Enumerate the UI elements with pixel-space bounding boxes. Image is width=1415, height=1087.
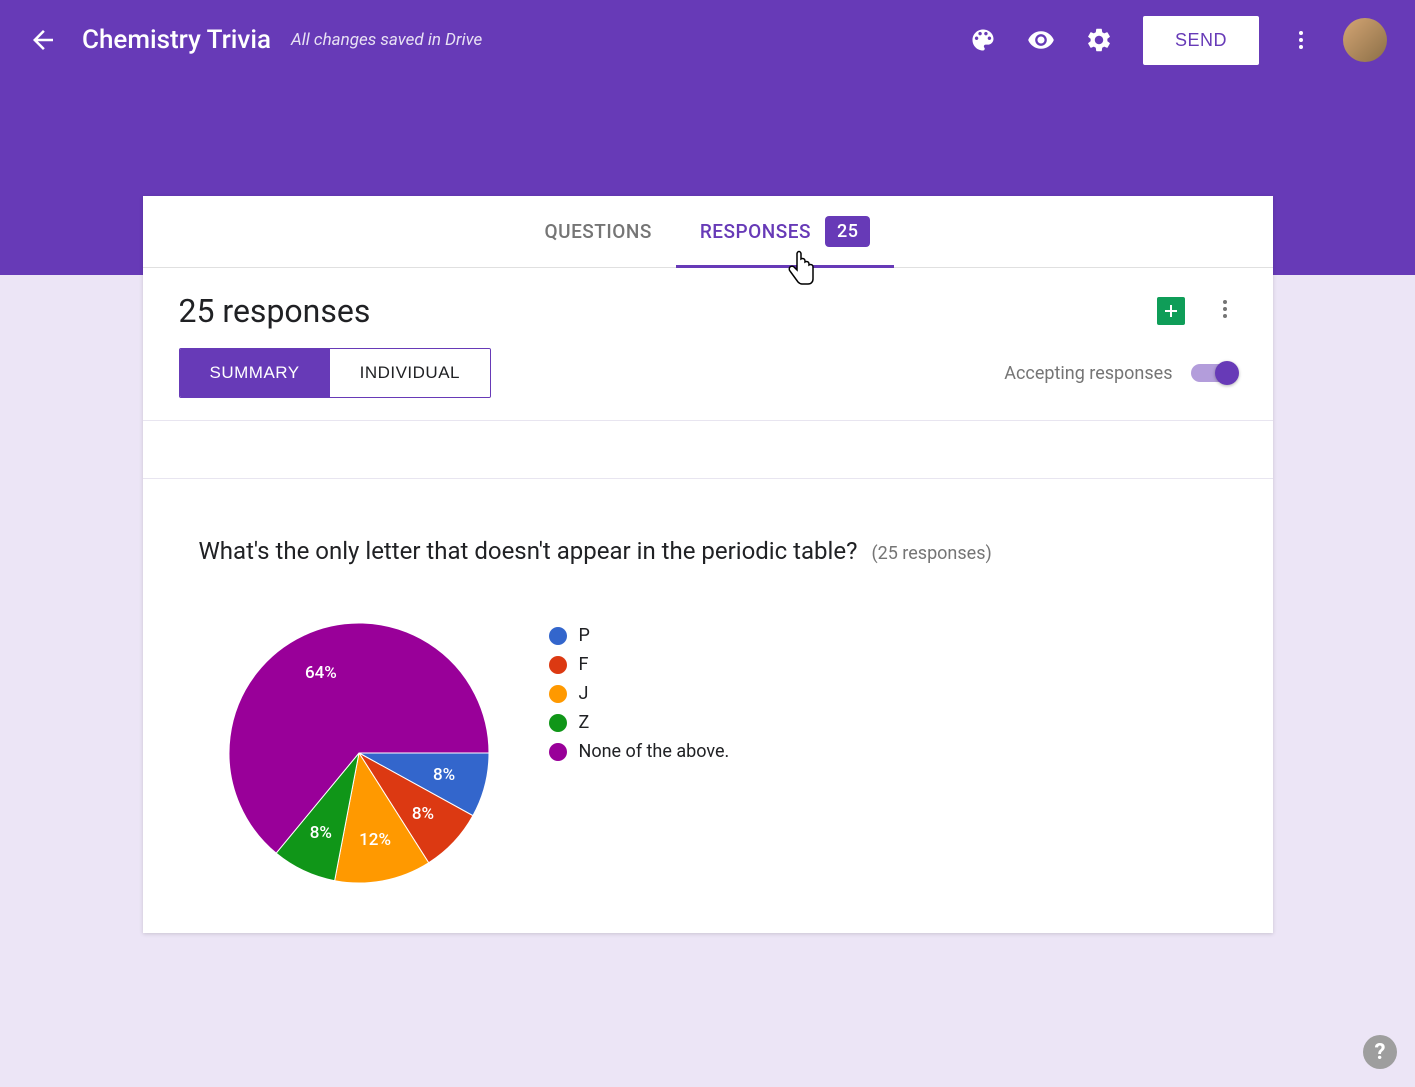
legend-label: Z	[579, 712, 590, 733]
legend-item[interactable]: J	[549, 683, 730, 704]
legend-swatch	[549, 743, 567, 761]
chart-row: 8% 8% 12% 8% 64% PFJZ None of the above.	[199, 623, 1217, 883]
pie-slice-label: 8%	[310, 823, 332, 843]
spacer	[143, 421, 1273, 479]
legend-item[interactable]: None of the above.	[549, 741, 730, 762]
question-count: (25 responses)	[871, 543, 991, 564]
question-section: What's the only letter that doesn't appe…	[143, 479, 1273, 933]
sheets-icon[interactable]	[1157, 297, 1185, 325]
send-button[interactable]: SEND	[1143, 16, 1259, 65]
chart-legend: PFJZ None of the above.	[549, 623, 730, 883]
tab-questions[interactable]: QUESTIONS	[521, 196, 676, 267]
legend-label: P	[579, 625, 590, 646]
responses-header: 25 responses	[143, 268, 1273, 348]
top-actions: SEND	[969, 16, 1387, 65]
view-toggle-row: SUMMARY INDIVIDUAL Accepting responses	[143, 348, 1273, 421]
pie-slice-label: 64%	[305, 663, 337, 683]
switch-thumb	[1215, 361, 1239, 385]
legend-label: None of the above.	[579, 741, 730, 762]
responses-title: 25 responses	[179, 292, 371, 330]
question-title: What's the only letter that doesn't appe…	[199, 537, 858, 565]
avatar[interactable]	[1343, 18, 1387, 62]
responses-actions	[1157, 297, 1237, 325]
tabs: QUESTIONS RESPONSES 25	[143, 196, 1273, 268]
legend-label: J	[579, 683, 589, 704]
legend-swatch	[549, 627, 567, 645]
accepting-row: Accepting responses	[1004, 363, 1236, 384]
pie-chart: 8% 8% 12% 8% 64%	[229, 623, 489, 883]
pie-slice-label: 8%	[412, 804, 434, 824]
preview-icon[interactable]	[1027, 26, 1055, 54]
question-title-row: What's the only letter that doesn't appe…	[199, 537, 1217, 565]
legend-swatch	[549, 685, 567, 703]
form-title[interactable]: Chemistry Trivia	[82, 25, 271, 55]
legend-item[interactable]: P	[549, 625, 730, 646]
pie-slice-label: 12%	[359, 830, 391, 850]
tab-responses[interactable]: RESPONSES 25	[676, 196, 895, 267]
responses-more-icon[interactable]	[1213, 297, 1237, 325]
palette-icon[interactable]	[969, 26, 997, 54]
top-bar: Chemistry Trivia All changes saved in Dr…	[0, 0, 1415, 80]
legend-item[interactable]: Z	[549, 712, 730, 733]
individual-button[interactable]: INDIVIDUAL	[330, 349, 490, 397]
main-card: QUESTIONS RESPONSES 25 25 responses SUMM…	[143, 196, 1273, 933]
view-toggle: SUMMARY INDIVIDUAL	[179, 348, 492, 398]
legend-swatch	[549, 714, 567, 732]
more-icon[interactable]	[1289, 28, 1313, 52]
pie-slice-label: 8%	[433, 765, 455, 785]
legend-swatch	[549, 656, 567, 674]
summary-button[interactable]: SUMMARY	[180, 349, 330, 397]
help-icon[interactable]: ?	[1363, 1035, 1397, 1069]
save-status: All changes saved in Drive	[291, 30, 482, 50]
responses-badge: 25	[825, 216, 870, 247]
legend-label: F	[579, 654, 589, 675]
legend-item[interactable]: F	[549, 654, 730, 675]
settings-icon[interactable]	[1085, 26, 1113, 54]
tab-responses-label: RESPONSES	[700, 220, 811, 243]
accepting-label: Accepting responses	[1004, 363, 1172, 384]
accepting-switch[interactable]	[1191, 364, 1237, 382]
back-arrow-icon[interactable]	[28, 25, 58, 55]
